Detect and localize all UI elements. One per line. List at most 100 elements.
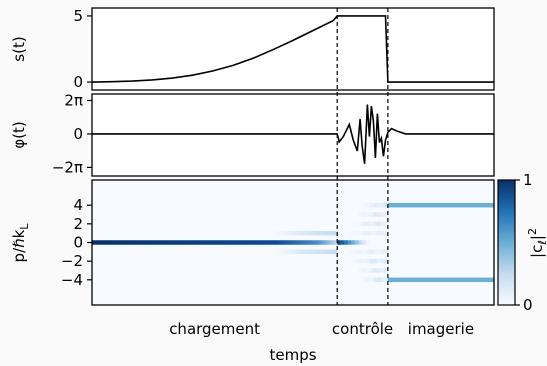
momentum-ytick-label: 2 xyxy=(73,215,83,233)
phase-labels: chargement contrôle imagerie xyxy=(169,320,474,338)
heatmap-cell-loading-side xyxy=(260,230,338,236)
panel-phi-ylabel: φ(t) xyxy=(10,121,28,148)
panel-phi-frame xyxy=(91,93,495,177)
x-axis-label: temps xyxy=(269,346,316,364)
heatmap-cell-control xyxy=(373,277,378,283)
heatmap-cell-control xyxy=(355,258,359,264)
heatmap-cell-control xyxy=(373,258,378,264)
momentum-ytick-label: 0 xyxy=(73,234,83,252)
heatmap-cell-control-p0 xyxy=(358,240,363,245)
heatmap-cell-control-p0 xyxy=(344,240,349,245)
heatmap-cell-control xyxy=(380,221,385,227)
heatmap-cell-control xyxy=(348,249,352,255)
heatmap-cell-control xyxy=(366,258,370,264)
heatmap-cell-control xyxy=(384,277,388,283)
colorbar-gradient xyxy=(497,179,516,306)
heatmap-cell-control xyxy=(366,277,370,283)
s-ytick-label: 0 xyxy=(73,73,83,91)
heatmap-cell-control xyxy=(358,249,363,255)
heatmap-cell-control-p0 xyxy=(348,240,352,245)
heatmap-cell-control xyxy=(358,221,363,227)
heatmap-cell-control xyxy=(380,258,385,264)
heatmap-cell-loading-side xyxy=(260,249,338,255)
heatmap-cell-control xyxy=(373,212,378,217)
heatmap-cell-control xyxy=(366,249,370,255)
heatmap-cell-control xyxy=(377,230,381,236)
heatmap-cell-control xyxy=(366,230,370,236)
momentum-ytick-label: −2 xyxy=(61,252,83,270)
phase-label: contrôle xyxy=(332,320,393,338)
panel-s-ylabel: s(t) xyxy=(10,36,28,61)
heatmap-cell-control xyxy=(358,230,363,236)
heatmap-cell-imaging xyxy=(387,277,494,283)
colorbar-tick-label: 1 xyxy=(523,171,533,189)
heatmap-cell-control xyxy=(373,202,378,208)
heatmap-cell-control xyxy=(366,202,370,208)
heatmap-cell-control xyxy=(377,221,381,227)
phase-label: imagerie xyxy=(408,320,474,338)
heatmap-cell-control xyxy=(384,258,388,264)
heatmap-cell-control xyxy=(380,230,385,236)
heatmap-cell-control xyxy=(384,202,388,208)
panel-momentum: 420−2−4 p/ℏkL xyxy=(10,179,495,306)
heatmap-cell-control xyxy=(369,268,374,273)
heatmap-cell-control xyxy=(380,277,385,283)
heatmap-cell-p0-loading xyxy=(92,240,338,245)
heatmap-cell-control xyxy=(384,212,388,217)
heatmap-cell-control xyxy=(358,268,363,273)
heatmap-cell-imaging xyxy=(387,202,494,208)
heatmap-cell-control xyxy=(348,230,352,236)
heatmap-cell-control xyxy=(369,277,374,283)
heatmap-cell-control xyxy=(373,249,378,255)
colorbar-label: |cℓ|2 xyxy=(526,228,547,258)
heatmap-cell-control xyxy=(362,221,367,227)
heatmap-cell-control-p0 xyxy=(340,240,345,245)
heatmap-cell-control xyxy=(369,230,374,236)
heatmap-cell-control xyxy=(384,221,388,227)
heatmap-cell-control xyxy=(351,221,356,227)
heatmap-cell-control xyxy=(377,212,381,217)
panel-s: 0 5 s(t) xyxy=(10,7,495,91)
heatmap-cell-control-p0 xyxy=(355,240,359,245)
heatmap-cell-control xyxy=(380,268,385,273)
heatmap-cell-control xyxy=(355,221,359,227)
panel-phi: 2π 0 −2π φ(t) xyxy=(10,91,495,177)
heatmap-cell-control xyxy=(373,230,378,236)
heatmap-cell-control xyxy=(369,221,374,227)
heatmap-cell-control xyxy=(358,212,363,217)
heatmap-cell-control xyxy=(362,202,367,208)
phase-label: chargement xyxy=(169,320,260,338)
heatmap-cell-control xyxy=(369,258,374,264)
heatmap-cell-control xyxy=(362,230,367,236)
heatmap-cell-control xyxy=(355,230,359,236)
heatmap-cell-control xyxy=(377,249,381,255)
momentum-ytick-label: 4 xyxy=(73,196,83,214)
heatmap-cell-control-p0 xyxy=(362,240,367,245)
colorbar: 1 0 |cℓ|2 xyxy=(497,171,547,314)
heatmap-cell-control xyxy=(362,249,367,255)
heatmap-cell-control xyxy=(377,258,381,264)
s-ytick-label: 5 xyxy=(73,7,83,25)
heatmap-cell-control-p0 xyxy=(337,240,341,245)
phi-ytick-label: 2π xyxy=(64,91,83,109)
heatmap-cell-control xyxy=(358,258,363,264)
heatmap-cell-control xyxy=(355,249,359,255)
heatmap-cell-control-p0 xyxy=(366,240,370,245)
heatmap-cell-control xyxy=(366,268,370,273)
heatmap-cell-control xyxy=(380,249,385,255)
heatmap-cell-control xyxy=(351,249,356,255)
heatmap-cell-control xyxy=(380,212,385,217)
phi-ytick-label: 0 xyxy=(73,125,83,143)
heatmap-cell-control xyxy=(373,221,378,227)
panel-momentum-ylabel: p/ℏkL xyxy=(10,223,31,263)
heatmap-cell-control xyxy=(366,221,370,227)
heatmap-cell-control xyxy=(369,249,374,255)
heatmap-cell-control xyxy=(369,212,374,217)
heatmap-cell-control xyxy=(373,268,378,273)
phase-dividers xyxy=(336,8,389,305)
colorbar-tick-label: 0 xyxy=(523,296,533,314)
heatmap-cell-control xyxy=(351,230,356,236)
phi-ytick-label: −2π xyxy=(52,158,83,176)
heatmap-cell-control xyxy=(362,258,367,264)
